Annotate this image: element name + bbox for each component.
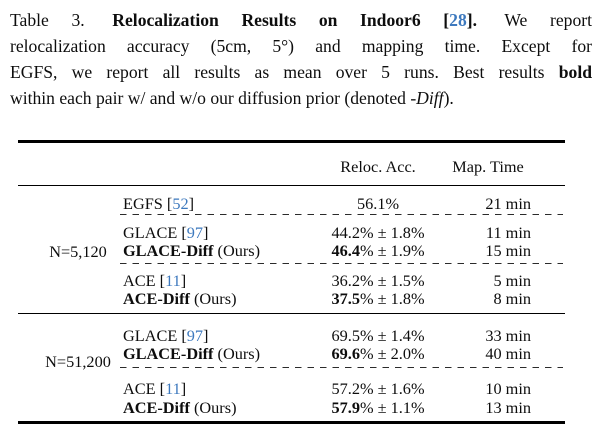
map-time-cell: 15 min [485, 241, 531, 260]
method-name-end: ] [180, 271, 187, 290]
method-cell: ACE-Diff (Ours) [123, 288, 237, 310]
column-header-reloc-acc: Reloc. Acc. [340, 157, 416, 176]
method-cell: GLACE [97] [123, 222, 208, 244]
method-name: GLACE [ [123, 326, 187, 345]
method-cell: ACE-Diff (Ours) [123, 397, 237, 419]
reloc-acc-cell: 46.4% ± 1.9% [295, 240, 461, 262]
reloc-acc-cell: 37.5% ± 1.8% [295, 288, 461, 310]
citation-link-97[interactable]: 97 [186, 326, 204, 345]
reloc-acc-cell: 69.5% ± 1.4% [331, 326, 425, 345]
method-name: GLACE [ [123, 223, 187, 242]
caption-table-number: Table 3. [10, 10, 108, 30]
acc-value-bold: 69.6 [331, 344, 360, 363]
column-header-map-time: Map. Time [452, 157, 524, 176]
caption-line-4: within each pair w/ and w/o our diffusio… [10, 85, 592, 111]
map-time-cell: 13 min [485, 398, 531, 417]
table-row-glace: GLACE [97] 44.2% ± 1.8% 11 min [18, 222, 565, 244]
method-name-bold: GLACE-Diff [123, 344, 214, 363]
reloc-acc-cell: 56.1% [356, 194, 400, 213]
method-ours-suffix: (Ours) [213, 241, 261, 260]
table-row-ace-diff: ACE-Diff (Ours) 37.5% ± 1.8% 8 min [18, 288, 565, 310]
header-rule [18, 184, 565, 186]
table-top-rule [18, 140, 565, 143]
caption-text: EGFS, we report all results as mean over… [10, 62, 559, 82]
caption-bold-word: bold [558, 62, 592, 82]
method-name-bold: GLACE-Diff [123, 241, 214, 260]
reloc-acc-cell: 57.2% ± 1.6% [331, 379, 425, 398]
reloc-acc-cell: 57.9% ± 1.1% [295, 397, 461, 419]
table-row-ace-diff-2: ACE-Diff (Ours) 57.9% ± 1.1% 13 min [18, 397, 565, 419]
map-time-cell: 40 min [485, 344, 531, 363]
map-time-cell: 33 min [485, 326, 531, 345]
table-row-glace-diff: GLACE-Diff (Ours) 46.4% ± 1.9% 15 min [18, 240, 565, 262]
acc-value-bold: 57.9 [331, 398, 360, 417]
caption-title-end: ]. [466, 10, 478, 30]
method-name-bold: ACE-Diff [123, 398, 190, 417]
group-label-n5120: N=5,120 [49, 242, 107, 261]
table-row-ace-2: ACE [11] 57.2% ± 1.6% 10 min [18, 378, 565, 400]
citation-link-11[interactable]: 11 [165, 379, 181, 398]
caption-diff-term: -Diff [410, 88, 444, 108]
citation-link-11[interactable]: 11 [165, 271, 181, 290]
table-caption: Table 3. Relocalization Results on Indoo… [10, 7, 592, 111]
table-row-glace-diff-2: GLACE-Diff (Ours) 69.6% ± 2.0% 40 min [18, 343, 565, 365]
method-name-end: ] [180, 379, 187, 398]
method-ours-suffix: (Ours) [189, 289, 237, 308]
acc-value-bold: 46.4 [331, 241, 360, 260]
acc-value-rest: % ± 1.8% [359, 289, 425, 308]
dashed-divider [120, 214, 563, 216]
method-name-end: ] [188, 194, 195, 213]
method-cell: EGFS [52] [123, 193, 194, 215]
method-cell: ACE [11] [123, 270, 186, 292]
table-row-egfs: EGFS [52] 56.1% 21 min [18, 193, 565, 215]
caption-line-3: EGFS, we report all results as mean over… [10, 59, 592, 85]
citation-link-52[interactable]: 52 [172, 194, 189, 213]
dashed-divider [120, 263, 563, 265]
citation-link-28[interactable]: 28 [449, 10, 467, 30]
caption-line-2: relocalization accuracy (5cm, 5°) and ma… [10, 36, 592, 56]
acc-value-rest: % ± 2.0% [359, 344, 425, 363]
table-row-glace-2: GLACE [97] 69.5% ± 1.4% 33 min [18, 325, 565, 347]
acc-value-bold: 37.5 [331, 289, 360, 308]
caption-text: We report [482, 10, 592, 30]
map-time-cell: 10 min [485, 379, 531, 398]
caption-text: ). [443, 88, 454, 108]
method-name: ACE [ [123, 271, 166, 290]
method-name-end: ] [203, 223, 209, 242]
method-ours-suffix: (Ours) [213, 344, 261, 363]
method-name: ACE [ [123, 379, 166, 398]
method-cell: ACE [11] [123, 378, 186, 400]
caption-text: within each pair w/ and w/o our diffusio… [10, 88, 411, 108]
method-name-end: ] [203, 326, 209, 345]
section-rule [18, 312, 565, 314]
reloc-acc-cell: 69.6% ± 2.0% [295, 343, 461, 365]
method-ours-suffix: (Ours) [189, 398, 237, 417]
map-time-cell: 11 min [485, 223, 531, 242]
acc-value-rest: % ± 1.1% [359, 398, 425, 417]
reloc-acc-cell: 36.2% ± 1.5% [331, 271, 425, 290]
dashed-divider [120, 367, 563, 369]
method-name: EGFS [ [123, 194, 173, 213]
citation-link-97[interactable]: 97 [186, 223, 204, 242]
reloc-acc-cell: 44.2% ± 1.8% [331, 223, 425, 242]
caption-line-1: Table 3. Relocalization Results on Indoo… [10, 7, 592, 33]
map-time-cell: 5 min [493, 271, 531, 290]
caption-title: Relocalization Results on Indoor6 [ [112, 10, 450, 30]
group-label-n51200: N=51,200 [45, 352, 111, 371]
map-time-cell: 21 min [485, 194, 531, 213]
map-time-cell: 8 min [493, 289, 531, 308]
table-row-ace: ACE [11] 36.2% ± 1.5% 5 min [18, 270, 565, 292]
method-cell: GLACE [97] [123, 325, 208, 347]
method-cell: GLACE-Diff (Ours) [123, 343, 260, 365]
acc-value-rest: % ± 1.9% [359, 241, 425, 260]
method-name-bold: ACE-Diff [123, 289, 190, 308]
method-cell: GLACE-Diff (Ours) [123, 240, 260, 262]
table-bottom-rule [18, 421, 565, 424]
